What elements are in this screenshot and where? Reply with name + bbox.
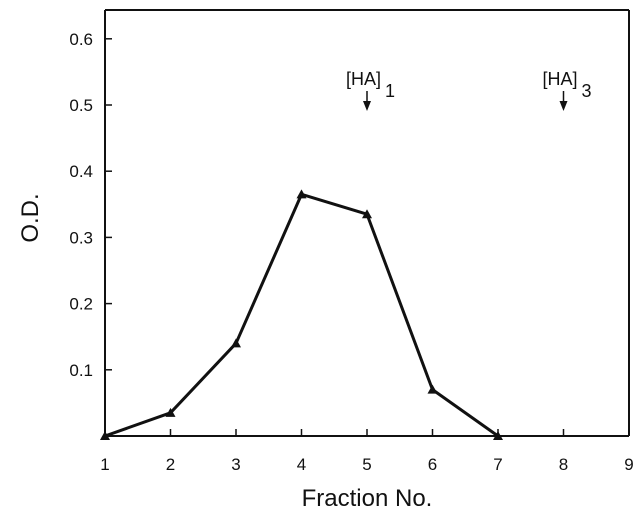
data-point-marker — [427, 384, 438, 394]
x-tick-label: 6 — [428, 455, 437, 474]
series-line — [104, 192, 499, 438]
annotation-label: [HA] — [346, 69, 381, 89]
annotation-subscript: 3 — [582, 81, 592, 101]
x-tick-label: 5 — [362, 455, 371, 474]
x-tick-label: 8 — [559, 455, 568, 474]
y-tick-label: 0.4 — [69, 162, 93, 181]
y-tick-label: 0.6 — [69, 30, 93, 49]
x-tick-label: 4 — [297, 455, 306, 474]
down-arrow-icon — [363, 101, 371, 111]
annotation-subscript: 1 — [385, 81, 395, 101]
y-tick-label: 0.5 — [69, 96, 93, 115]
x-tick-label: 7 — [493, 455, 502, 474]
x-tick-label: 2 — [166, 455, 175, 474]
y-axis-title: O.D. — [17, 193, 44, 242]
x-tick-label: 1 — [100, 455, 109, 474]
ticks: 1 2 3 4 5 6 7 8 9 0.1 0.2 0.3 0.4 0.5 0.6 — [69, 30, 633, 474]
annotation-ha1: [HA]1 — [346, 69, 395, 111]
x-axis-title: Fraction No. — [302, 485, 433, 512]
y-tick-label: 0.3 — [69, 228, 93, 247]
axes — [104, 9, 630, 437]
data-point-marker — [493, 431, 503, 440]
data-point-marker — [165, 407, 176, 417]
data-point-marker — [296, 189, 307, 199]
x-tick-label: 3 — [231, 455, 240, 474]
y-tick-label: 0.1 — [69, 361, 93, 380]
down-arrow-icon — [559, 101, 568, 111]
y-tick-label: 0.2 — [69, 295, 93, 314]
annotation-label: [HA] — [543, 69, 578, 89]
data-point-marker — [100, 431, 110, 440]
annotations: [HA]1[HA]3 — [346, 69, 592, 111]
x-tick-label: 9 — [624, 455, 633, 474]
data-point-marker — [362, 209, 372, 219]
data-point-marker — [231, 338, 241, 348]
series — [100, 189, 503, 440]
annotation-ha3: [HA]3 — [543, 69, 592, 111]
